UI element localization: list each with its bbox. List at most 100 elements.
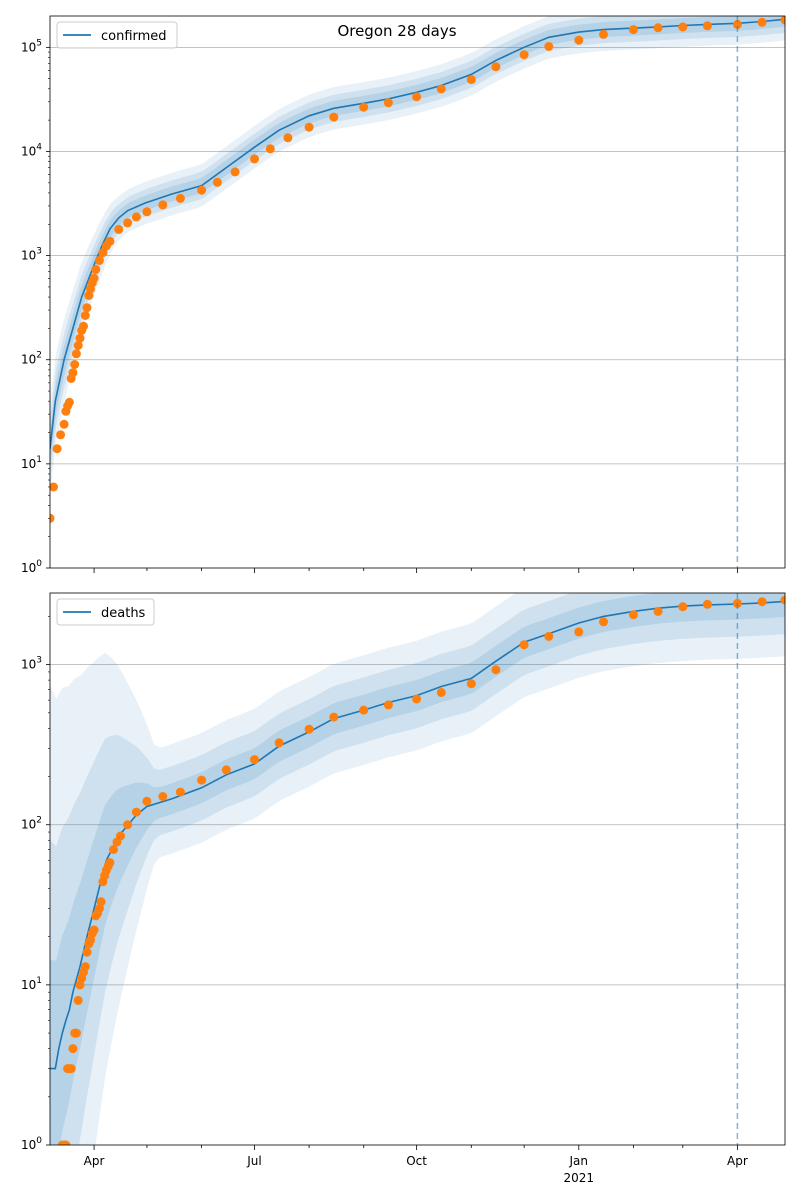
confirmed-observed-point xyxy=(678,22,688,32)
confirmed-observed-point xyxy=(89,273,99,283)
figure-title: Oregon 28 days xyxy=(337,22,456,40)
deaths-observed-point xyxy=(599,617,608,627)
confirmed-observed-point xyxy=(98,248,108,258)
confirmed-observed-point xyxy=(50,513,55,523)
confirmed-observed-point xyxy=(283,133,293,143)
deaths-observed-point xyxy=(61,1140,71,1145)
deaths-observed-point xyxy=(142,796,152,806)
confirmed-observed-point xyxy=(94,255,104,265)
confirmed-observed-point xyxy=(544,42,554,51)
deaths-observed-point xyxy=(780,595,785,605)
confirmed-observed-point xyxy=(383,98,393,108)
confirmed-uncertainty-band xyxy=(50,16,785,496)
deaths-observed-point xyxy=(66,1064,76,1074)
deaths-observed-point xyxy=(86,935,95,945)
deaths-observed-point xyxy=(436,688,446,697)
deaths-observed-point xyxy=(73,995,83,1005)
confirmed-observed-point xyxy=(73,341,83,350)
deaths-observed-point xyxy=(158,792,168,801)
deaths-observed-point xyxy=(274,738,284,748)
confirmed-observed-point xyxy=(114,224,124,234)
x-year-label: 2021 xyxy=(564,1171,595,1185)
confirmed-observed-point xyxy=(757,17,767,27)
deaths-observed-point xyxy=(678,602,688,612)
deaths-observed-point xyxy=(221,765,231,775)
confirmed-observed-point xyxy=(105,236,115,246)
confirmed-y-tick-exponent: 3 xyxy=(36,247,42,257)
deaths-observed-point xyxy=(466,679,476,689)
deaths-observed-point xyxy=(702,599,712,609)
confirmed-observed-point xyxy=(653,23,663,33)
confirmed-observed-point xyxy=(91,265,101,274)
confirmed-observed-point xyxy=(142,207,152,217)
deaths-observed-point xyxy=(116,831,125,841)
confirmed-observed-point xyxy=(265,144,275,154)
confirmed-observed-point xyxy=(68,368,78,378)
deaths-observed-point xyxy=(383,700,393,710)
confirmed-observed-point xyxy=(491,62,501,72)
confirmed-y-tick-exponent: 4 xyxy=(36,142,42,152)
confirmed-observed-point xyxy=(230,167,240,177)
confirmed-observed-point xyxy=(82,303,92,313)
deaths-observed-point xyxy=(82,947,92,957)
confirmed-observed-point xyxy=(71,349,81,359)
x-tick-label: Jul xyxy=(246,1154,261,1168)
confirmed-legend-label: confirmed xyxy=(101,29,167,44)
confirmed-legend: confirmed xyxy=(56,21,178,49)
confirmed-observed-point xyxy=(59,419,69,429)
confirmed-observed-point xyxy=(70,360,80,369)
confirmed-observed-point xyxy=(250,154,259,164)
confirmed-y-tick-exponent: 5 xyxy=(36,38,42,48)
deaths-observed-point xyxy=(304,724,314,734)
confirmed-observed-point xyxy=(50,482,58,492)
confirmed-observed-point xyxy=(197,185,207,195)
deaths-observed-point xyxy=(519,640,529,650)
deaths-observed-point xyxy=(544,631,554,641)
deaths-observed-point xyxy=(491,665,501,675)
deaths-observed-point xyxy=(71,1028,81,1038)
confirmed-observed-point xyxy=(79,321,88,331)
confirmed-observed-point xyxy=(519,50,529,60)
confirmed-observed-point xyxy=(599,29,608,39)
deaths-observed-point xyxy=(109,845,118,854)
confirmed-observed-point xyxy=(175,193,185,203)
confirmed-observed-point xyxy=(702,21,712,31)
confirmed-observed-point xyxy=(64,397,74,407)
confirmed-observed-point xyxy=(412,92,422,102)
confirmed-observed-point xyxy=(329,112,339,122)
x-tick-label: Apr xyxy=(84,1154,105,1168)
confirmed-observed-point xyxy=(52,444,62,454)
deaths-legend: deaths xyxy=(56,598,155,626)
deaths-observed-point xyxy=(653,606,663,616)
deaths-y-tick-exponent: 1 xyxy=(36,976,42,986)
confirmed-observed-point xyxy=(123,218,133,228)
deaths-observed-point xyxy=(574,627,584,637)
deaths-observed-point xyxy=(96,897,106,907)
confirmed-observed-point xyxy=(131,212,141,222)
confirmed-observed-point xyxy=(466,75,476,85)
confirmed-y-tick-exponent: 0 xyxy=(36,559,42,569)
confirmed-observed-point xyxy=(80,311,90,320)
x-tick-label: Jan xyxy=(569,1154,589,1168)
x-tick-label: Apr xyxy=(727,1154,748,1168)
deaths-observed-point xyxy=(628,610,638,620)
deaths-observed-point xyxy=(757,597,767,607)
confirmed-observed-point xyxy=(574,35,584,45)
confirmed-observed-point xyxy=(780,16,785,25)
deaths-observed-point xyxy=(412,694,422,704)
deaths-y-tick-exponent: 2 xyxy=(36,816,42,826)
deaths-legend-label: deaths xyxy=(101,606,146,621)
x-tick-label: Oct xyxy=(406,1154,427,1168)
deaths-observed-point xyxy=(89,925,99,935)
deaths-legend-box xyxy=(56,598,155,626)
confirmed-observed-point xyxy=(212,177,222,187)
confirmed-legend-box xyxy=(56,21,178,49)
confirmed-y-tick-exponent: 2 xyxy=(36,351,42,361)
confirmed-observed-point xyxy=(56,430,66,440)
confirmed-y-tick-exponent: 1 xyxy=(36,455,42,465)
confirmed-axes-frame xyxy=(49,15,786,569)
deaths-uncertainty-band xyxy=(50,593,785,1145)
